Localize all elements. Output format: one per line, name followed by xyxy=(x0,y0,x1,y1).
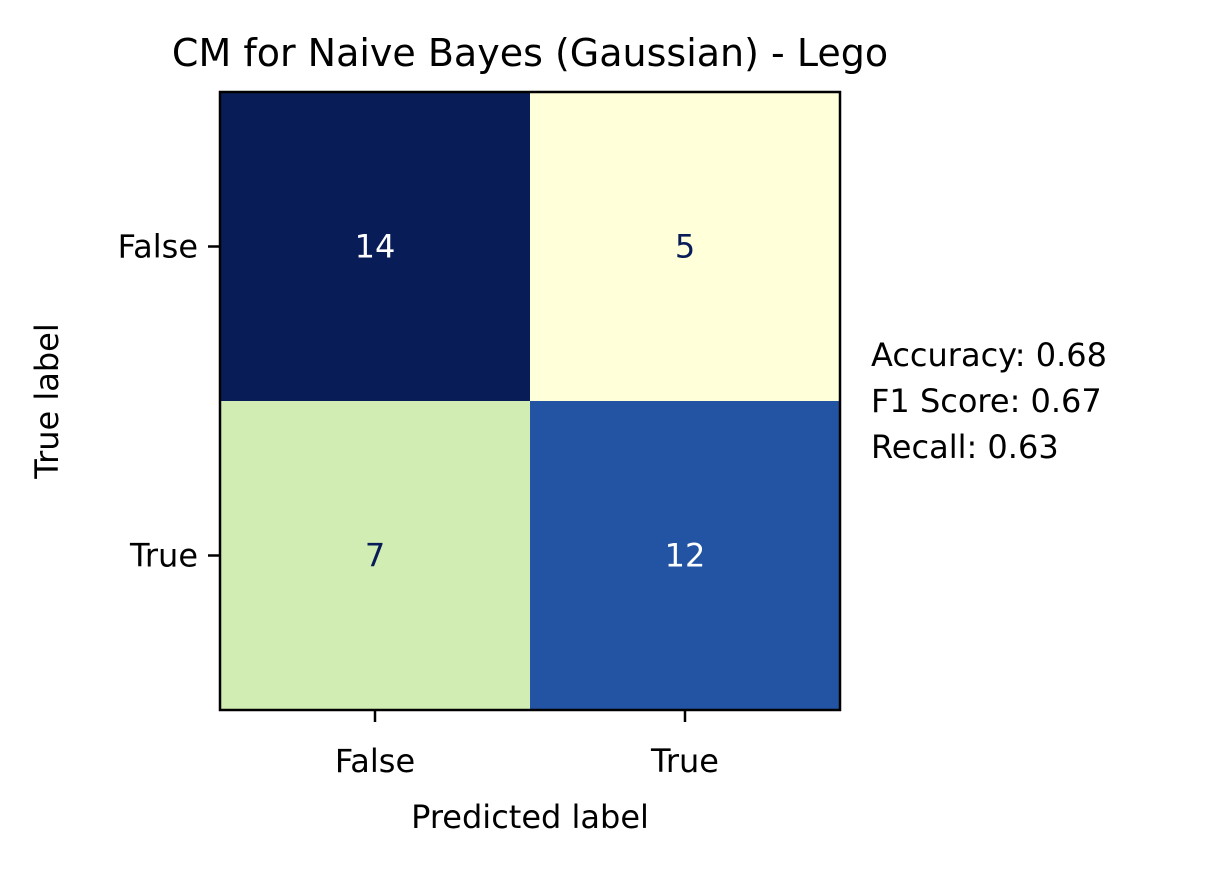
axis-ticks: False True False True xyxy=(118,228,719,781)
metrics-panel: Accuracy: 0.68 F1 Score: 0.67 Recall: 0.63 xyxy=(871,336,1107,466)
metric-f1-score: F1 Score: 0.67 xyxy=(871,382,1102,420)
plot-frame xyxy=(218,90,842,712)
cm-cell-value-false-false: 14 xyxy=(355,228,396,266)
cm-cell-true-false xyxy=(220,401,530,710)
cm-cell-false-true xyxy=(530,92,840,401)
cm-cell-false-false xyxy=(220,92,530,401)
metric-recall: Recall: 0.63 xyxy=(871,428,1059,466)
y-tick-label-false: False xyxy=(118,228,198,266)
metric-accuracy: Accuracy: 0.68 xyxy=(871,336,1107,374)
cm-cell-true-true xyxy=(530,401,840,710)
cm-cell-value-false-true: 5 xyxy=(675,228,695,266)
x-tick-label-false: False xyxy=(335,742,415,780)
heatmap-cells: 14 5 7 12 xyxy=(220,92,840,710)
x-tick-label-true: True xyxy=(650,742,719,780)
cm-cell-value-true-true: 12 xyxy=(665,537,706,575)
y-tick-label-true: True xyxy=(129,537,198,575)
chart-title: CM for Naive Bayes (Gaussian) - Lego xyxy=(172,31,888,75)
cm-cell-value-true-false: 7 xyxy=(365,537,385,575)
y-axis-label: True label xyxy=(28,323,66,480)
x-axis-label: Predicted label xyxy=(411,798,649,836)
